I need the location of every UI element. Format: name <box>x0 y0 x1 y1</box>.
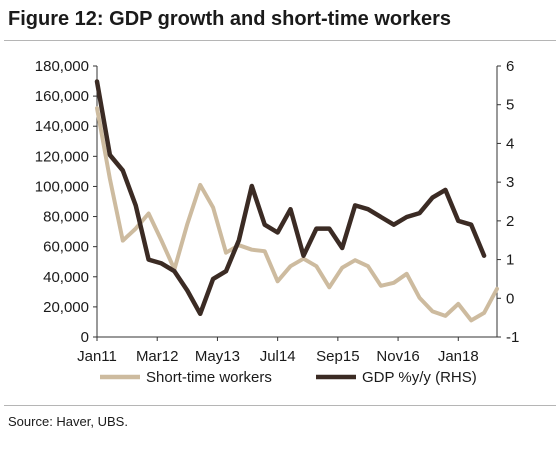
right-tick-label: 1 <box>506 252 514 269</box>
chart-title: Figure 12: GDP growth and short-time wor… <box>8 8 452 30</box>
left-tick-label: 140,000 <box>35 118 89 135</box>
right-tick-label: 2 <box>506 213 514 230</box>
left-tick-label: 120,000 <box>35 148 89 165</box>
left-axis-ticks: 0 20,000 40,000 60,000 80,000 100,000 120,000 1… <box>35 58 97 346</box>
left-tick-label: 60,000 <box>43 239 89 256</box>
legend-short-time-label: Short-time workers <box>146 369 272 386</box>
x-axis-ticks: Jan11 Mar12 May13 Jul14 Sep15 Nov16 Jan18 <box>77 337 479 365</box>
x-tick-label: Mar12 <box>136 348 179 365</box>
right-tick-label: 6 <box>506 58 514 75</box>
source-note: Source: Haver, UBS. <box>8 414 128 429</box>
right-tick-label: 0 <box>506 290 514 307</box>
axes <box>96 66 498 338</box>
right-tick-label: -1 <box>506 329 519 346</box>
gdp-series-line <box>94 79 487 317</box>
legend: Short-time workers GDP %y/y (RHS) <box>100 369 477 386</box>
x-tick-label: Jan11 <box>77 348 117 365</box>
right-tick-label: 4 <box>506 135 514 152</box>
x-tick-label: Jul14 <box>260 348 296 365</box>
left-tick-label: 40,000 <box>43 269 89 286</box>
left-tick-label: 0 <box>81 329 89 346</box>
left-tick-label: 80,000 <box>43 209 89 226</box>
x-tick-label: Nov16 <box>376 348 419 365</box>
x-tick-label: Jan18 <box>438 348 479 365</box>
chart-svg: 0 20,000 40,000 60,000 80,000 100,000 120,000 1… <box>35 58 520 386</box>
left-tick-label: 180,000 <box>35 58 89 75</box>
short-time-series-line <box>95 106 499 323</box>
legend-gdp-label: GDP %y/y (RHS) <box>362 369 477 386</box>
x-tick-label: May13 <box>195 348 240 365</box>
right-tick-label: 5 <box>506 97 514 114</box>
right-tick-label: 3 <box>506 174 514 191</box>
series-lines <box>94 79 499 323</box>
right-axis-ticks: -1 0 1 2 3 4 5 6 <box>497 58 519 346</box>
left-tick-label: 20,000 <box>43 299 89 316</box>
left-tick-label: 160,000 <box>35 88 89 105</box>
left-tick-label: 100,000 <box>35 178 89 195</box>
x-tick-label: Sep15 <box>316 348 359 365</box>
source-divider <box>4 405 556 406</box>
title-divider <box>4 40 556 41</box>
